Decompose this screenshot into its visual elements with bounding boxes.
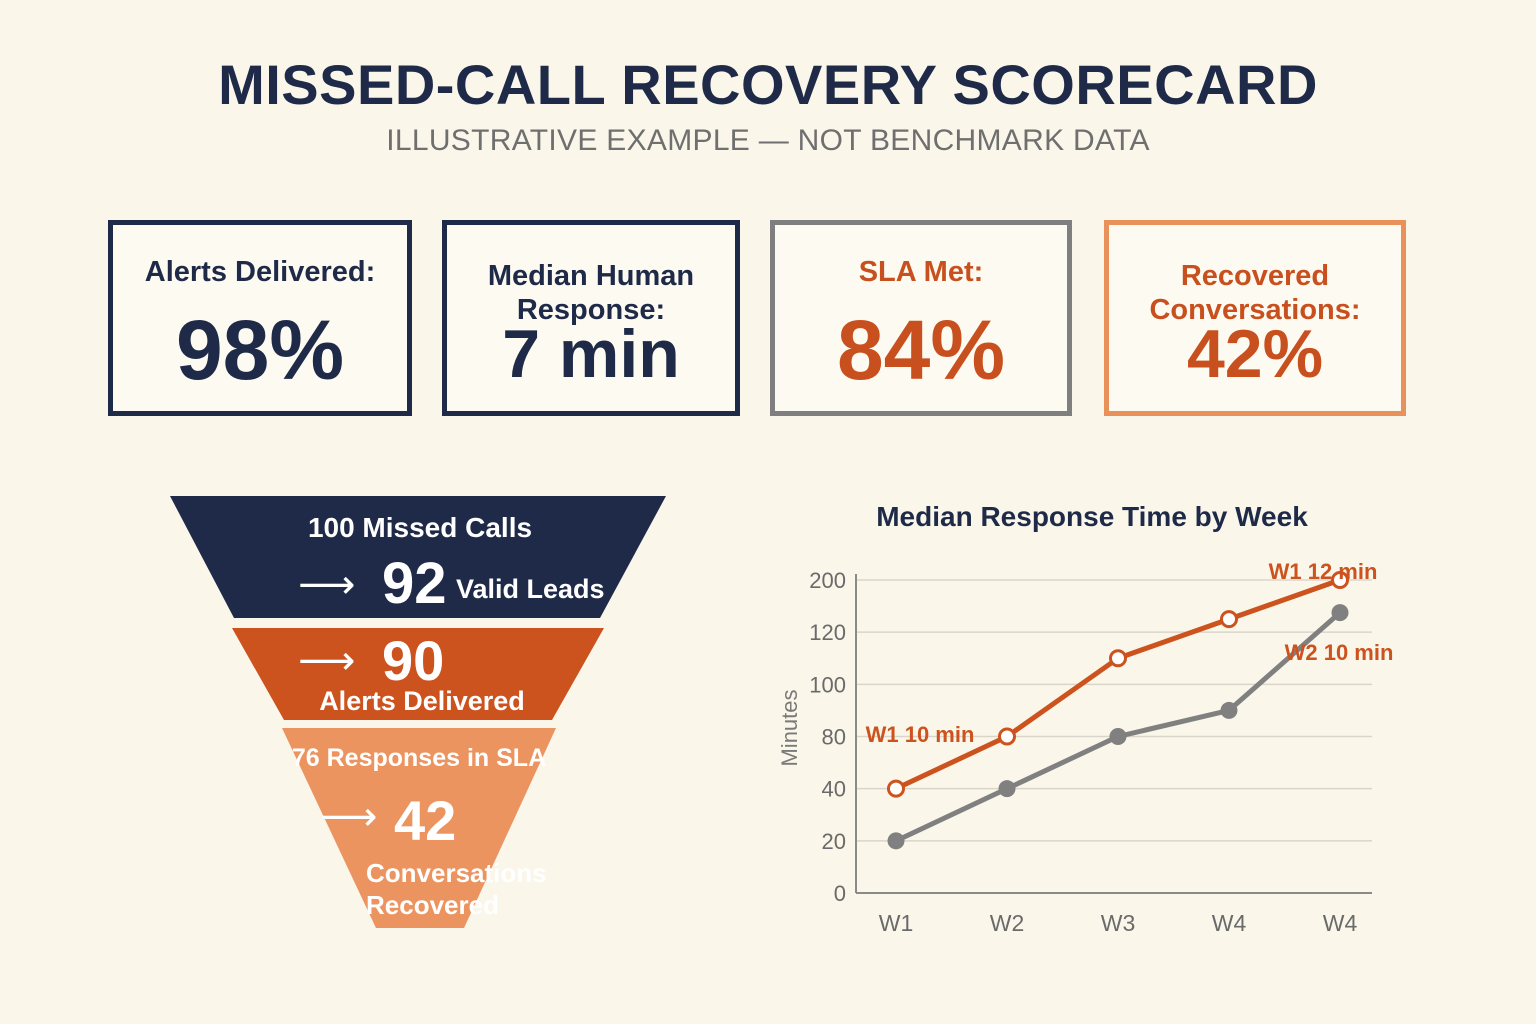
kpi-card-median-response: Median Human Response: 7 min: [442, 220, 740, 416]
funnel-stage1-arrow: ⟶: [298, 563, 356, 607]
kpi-label: Alerts Delivered:: [144, 256, 376, 288]
kpi-card-recovered-conversations: Recovered Conversations: 42%: [1104, 220, 1406, 416]
funnel-stage3-top: 76 Responses in SLA: [291, 744, 547, 772]
chart-series: [887, 571, 1349, 850]
kpi-label: Recovered Conversations:: [1149, 260, 1361, 326]
page-title: MISSED-CALL RECOVERY SCORECARD: [218, 53, 1318, 116]
kpi-label: Median Human Response:: [487, 260, 695, 326]
y-tick-label: 40: [822, 777, 846, 802]
y-tick-label: 100: [809, 672, 846, 697]
annotation-w2-10min: W2 10 min: [1285, 640, 1394, 665]
funnel-stage2-label: Alerts Delivered: [319, 686, 525, 716]
data-point: [1331, 571, 1349, 589]
annotation-w1-10min: W1 10 min: [866, 722, 975, 747]
data-point: [1109, 728, 1127, 745]
y-tick-label: 20: [822, 829, 846, 854]
kpi-value: 84%: [836, 303, 1006, 397]
y-tick-label: 80: [822, 725, 846, 750]
kpi-card-sla-met: SLA Met: 84%: [770, 220, 1072, 416]
kpi-value: 7 min: [502, 316, 680, 392]
funnel-stage2-arrow: ⟶: [298, 639, 356, 683]
data-point: [887, 779, 905, 798]
kpi-label: SLA Met:: [858, 256, 984, 288]
y-tick-label: 120: [809, 620, 846, 645]
data-point: [998, 780, 1016, 798]
chart-title: Median Response Time by Week: [876, 501, 1308, 532]
funnel-stage3-label-line2: Recovered: [366, 890, 499, 920]
data-point: [1331, 604, 1349, 622]
kpi-card-alerts-delivered: Alerts Delivered: 98%: [108, 220, 412, 416]
kpi-value: 98%: [175, 303, 345, 397]
funnel-stage2-number: 90: [382, 629, 445, 692]
funnel-stage3-arrow: ⟶: [320, 795, 378, 839]
funnel-stage1-number: 92: [382, 551, 447, 616]
data-point: [998, 727, 1016, 746]
funnel-stage-2: [232, 628, 604, 720]
funnel-stage-3: [282, 728, 556, 928]
data-point: [887, 832, 905, 850]
funnel-stage-1: [170, 496, 666, 618]
page-subtitle: ILLUSTRATIVE EXAMPLE — NOT BENCHMARK DAT…: [386, 124, 1150, 157]
x-tick-label: W2: [990, 910, 1025, 936]
chart-axes: 0 20 40 80 100 120 200 W1 W2 W3 W4 W4: [809, 568, 1372, 936]
chart-grid: [856, 579, 1372, 842]
data-point: [1109, 649, 1127, 668]
x-tick-label: W3: [1101, 910, 1136, 936]
y-tick-label: 200: [809, 568, 846, 593]
funnel-stage1-top: 100 Missed Calls: [307, 512, 533, 543]
funnel-stage3-label-line1: Conversations: [366, 858, 547, 888]
annotation-w1-12min: W1 12 min: [1269, 559, 1378, 584]
data-point: [1220, 610, 1238, 629]
y-axis-label: Minutes: [777, 689, 802, 766]
x-tick-label: W1: [879, 910, 914, 936]
data-point: [1220, 701, 1238, 719]
x-tick-label: W4: [1323, 910, 1358, 936]
x-tick-label: W4: [1212, 910, 1247, 936]
funnel-stage1-label: Valid Leads: [456, 574, 605, 604]
kpi-value: 42%: [1186, 316, 1324, 392]
y-tick-label: 0: [834, 881, 846, 906]
funnel-stage3-number: 42: [394, 789, 457, 852]
